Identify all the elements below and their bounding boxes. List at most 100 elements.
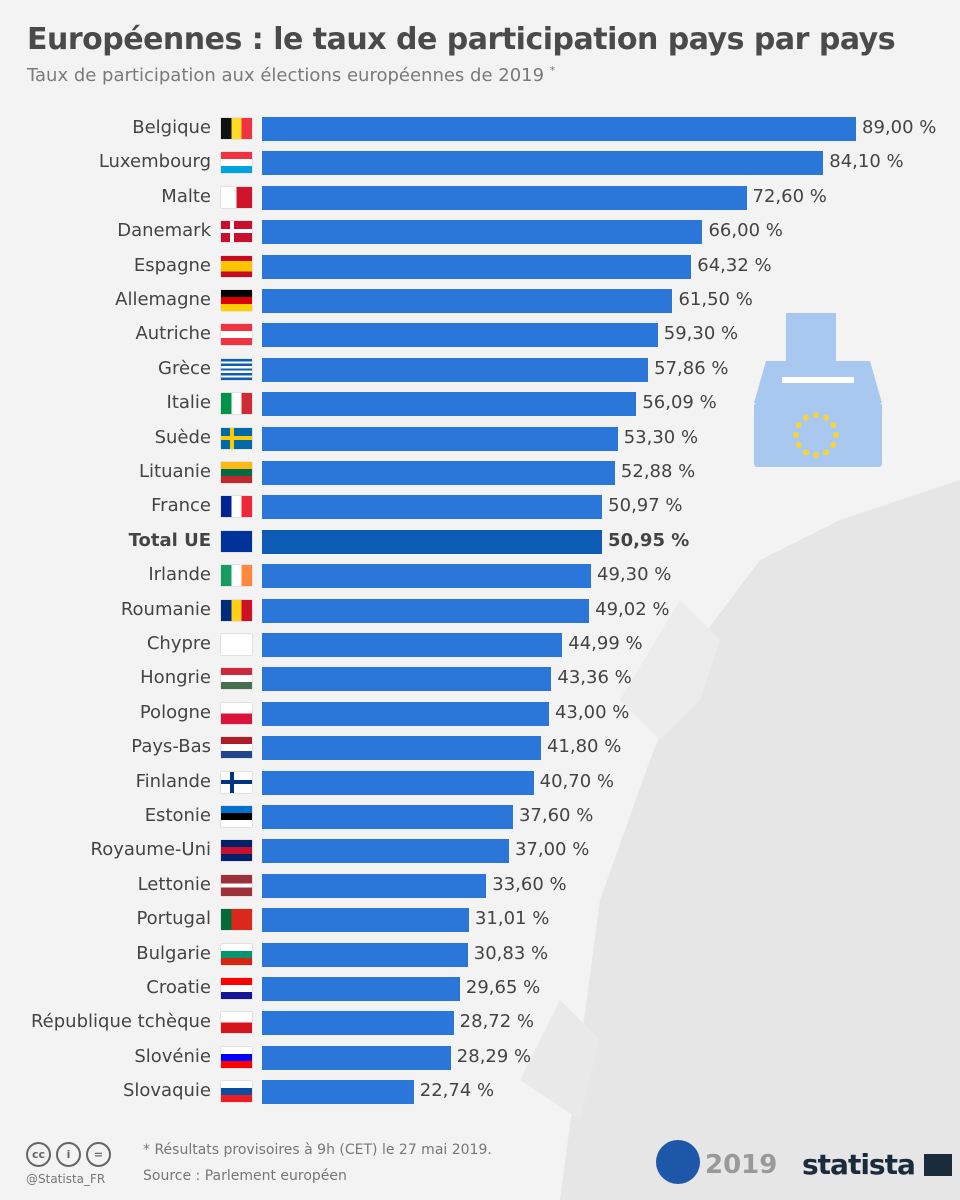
bar-row: Portugal 31,01 % xyxy=(0,903,960,937)
bar-row: Roumanie 49,02 % xyxy=(0,594,960,628)
bar xyxy=(262,323,658,348)
star-icon xyxy=(830,442,837,448)
statista-logo-icon xyxy=(923,1154,952,1176)
flag-icon xyxy=(221,186,252,208)
value-label: 40,70 % xyxy=(539,770,614,792)
flag-icon xyxy=(221,1081,252,1103)
bar xyxy=(262,736,541,761)
value-label: 41,80 % xyxy=(546,736,622,758)
flag-icon xyxy=(221,393,252,415)
value-label: 50,95 % xyxy=(608,529,690,551)
subtitle-asterisk: * xyxy=(549,64,556,77)
bar-row: Hongrie 43,36 % xyxy=(0,662,960,696)
value-label: 72,60 % xyxy=(752,185,827,207)
star-icon xyxy=(823,449,829,456)
value-label: 28,29 % xyxy=(456,1045,532,1067)
bar xyxy=(262,289,673,313)
value-label: 53,30 % xyxy=(623,426,699,448)
value-label: 66,00 % xyxy=(708,220,783,242)
flag-icon xyxy=(221,221,252,243)
bar xyxy=(262,839,509,864)
chart-subtitle: Taux de participation aux élections euro… xyxy=(27,64,555,86)
category-label: Slovénie xyxy=(134,1045,211,1067)
star-icon xyxy=(803,414,809,421)
star-icon xyxy=(830,422,837,428)
star-icon xyxy=(833,432,839,438)
category-label: Grèce xyxy=(158,357,211,379)
flag-icon xyxy=(221,496,252,518)
value-label: 52,88 % xyxy=(620,461,696,482)
bar-row: Luxembourg 84,10 % xyxy=(0,146,960,180)
flag-icon xyxy=(221,1012,252,1034)
bar xyxy=(262,461,615,485)
category-label: Lettonie xyxy=(137,873,211,895)
flag-icon xyxy=(221,702,252,724)
category-label: Espagne xyxy=(133,254,211,276)
flag-icon xyxy=(221,771,252,793)
statista-logo[interactable]: statista xyxy=(802,1148,952,1181)
bar-row: France 50,97 % xyxy=(0,490,960,524)
category-label: Chypre xyxy=(146,633,211,654)
bar-row: Bulgarie 30,83 % xyxy=(0,938,960,972)
category-label: République tchèque xyxy=(30,1011,211,1033)
bar xyxy=(262,873,487,898)
creative-commons-icons: cc i = xyxy=(26,1142,111,1167)
bar-row: Slovaquie 22,74 % xyxy=(0,1075,960,1109)
attribution-icon: i xyxy=(56,1142,81,1167)
category-label: Royaume-Uni xyxy=(90,839,212,861)
bar xyxy=(262,770,534,795)
brand-text: statista xyxy=(802,1148,916,1181)
bar-row: Croatie 29,65 % xyxy=(0,972,960,1006)
bar xyxy=(262,977,460,1001)
value-label: 44,99 % xyxy=(568,633,643,654)
bar-row: Autriche 59,30 % xyxy=(0,318,960,352)
category-label: Hongrie xyxy=(140,667,211,689)
flag-icon xyxy=(221,1046,252,1068)
category-label: Luxembourg xyxy=(98,151,211,173)
twitter-handle[interactable]: @Statista_FR xyxy=(26,1172,106,1186)
flag-icon xyxy=(221,290,252,311)
category-label: Malte xyxy=(161,185,211,207)
eu-election-logo-icon xyxy=(656,1140,700,1184)
bar xyxy=(262,220,703,245)
bar-row: Danemark 66,00 % xyxy=(0,215,960,249)
election-year: 2019 xyxy=(705,1150,778,1180)
bar-row: Slovénie 28,29 % xyxy=(0,1041,960,1075)
flag-icon xyxy=(221,634,252,655)
bar xyxy=(262,254,692,279)
category-label: Autriche xyxy=(135,323,211,345)
bar xyxy=(262,495,603,520)
value-label: 59,30 % xyxy=(663,323,739,345)
bar xyxy=(262,942,468,967)
category-label: Italie xyxy=(166,392,211,414)
bar-row: Allemagne 61,50 % xyxy=(0,284,960,318)
bar xyxy=(262,564,592,589)
category-label: France xyxy=(151,495,211,517)
bar xyxy=(262,426,618,451)
flag-icon xyxy=(221,599,252,621)
bar-row: Chypre 44,99 % xyxy=(0,628,960,662)
bar-row: Malte 72,60 % xyxy=(0,181,960,215)
chart-title: Européennes : le taux de participation p… xyxy=(27,22,896,57)
bar-row: Finlande 40,70 % xyxy=(0,766,960,800)
cc-icon: cc xyxy=(26,1142,51,1167)
bar xyxy=(262,117,856,141)
value-label: 22,74 % xyxy=(419,1080,495,1102)
flag-icon xyxy=(221,978,252,999)
star-icon xyxy=(813,452,819,458)
bar-row: Italie 56,09 % xyxy=(0,387,960,421)
bar xyxy=(262,701,549,726)
flag-icon xyxy=(221,909,252,931)
value-label: 61,50 % xyxy=(678,289,753,310)
bar xyxy=(262,151,824,176)
bar-row: Lituanie 52,88 % xyxy=(0,456,960,490)
value-label: 56,09 % xyxy=(642,392,717,414)
bar xyxy=(262,598,590,623)
category-label: Danemark xyxy=(117,220,211,242)
flag-icon xyxy=(221,943,252,965)
flag-icon xyxy=(221,840,252,862)
category-label: Bulgarie xyxy=(136,942,211,964)
flag-icon xyxy=(221,462,252,483)
value-label: 50,97 % xyxy=(608,495,683,517)
